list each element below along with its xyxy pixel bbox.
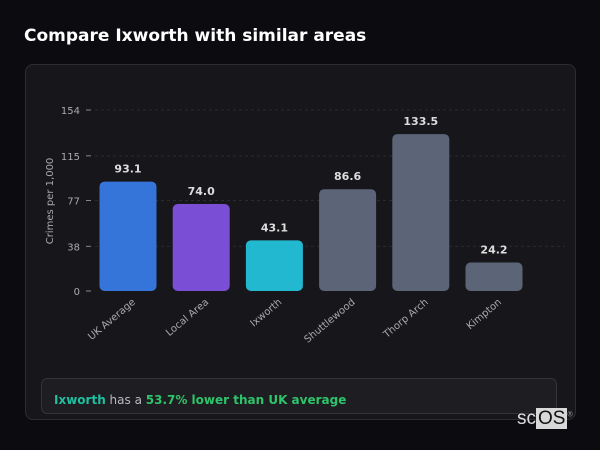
bar-local-area <box>172 204 230 291</box>
summary-highlight: 53.7% lower than UK average <box>145 393 347 407</box>
bar-uk-average <box>99 181 157 291</box>
x-tick-label: Shuttlewood <box>303 297 358 346</box>
data-label: 74.0 <box>188 185 215 198</box>
page-title: Compare Ixworth with similar areas <box>24 26 367 46</box>
bar-thorp-arch <box>392 134 450 291</box>
y-tick-label: 77 <box>67 197 80 208</box>
data-label: 86.6 <box>334 170 361 183</box>
x-tick-label: UK Average <box>86 297 138 343</box>
x-tick-label: Local Area <box>164 297 211 339</box>
y-tick-label: 38 <box>67 242 80 253</box>
summary-text: has a <box>105 393 146 407</box>
data-label: 24.2 <box>480 244 507 257</box>
y-tick-label: 0 <box>74 287 80 298</box>
y-axis-label: Crimes per 1,000 <box>45 158 56 245</box>
summary-area: Ixworth <box>54 393 106 407</box>
data-label: 43.1 <box>261 221 288 234</box>
logo-text-b: OS <box>536 408 568 429</box>
data-label: 93.1 <box>114 163 141 176</box>
logo-text-a: sc <box>517 408 536 429</box>
bar-ixworth <box>245 240 303 291</box>
bar-kimpton <box>465 262 523 291</box>
summary-box: Ixworth has a 53.7% lower than UK averag… <box>41 378 557 414</box>
y-tick-label: 154 <box>61 106 80 117</box>
x-tick-label: Ixworth <box>248 297 284 330</box>
scos-logo: sc OS ® <box>517 408 573 430</box>
bar-shuttlewood <box>319 189 377 291</box>
y-tick-label: 115 <box>61 152 80 163</box>
x-tick-label: Kimpton <box>465 297 504 332</box>
data-label: 133.5 <box>403 115 438 128</box>
logo-mark: ® <box>567 411 573 419</box>
x-tick-label: Thorp Arch <box>381 297 431 341</box>
